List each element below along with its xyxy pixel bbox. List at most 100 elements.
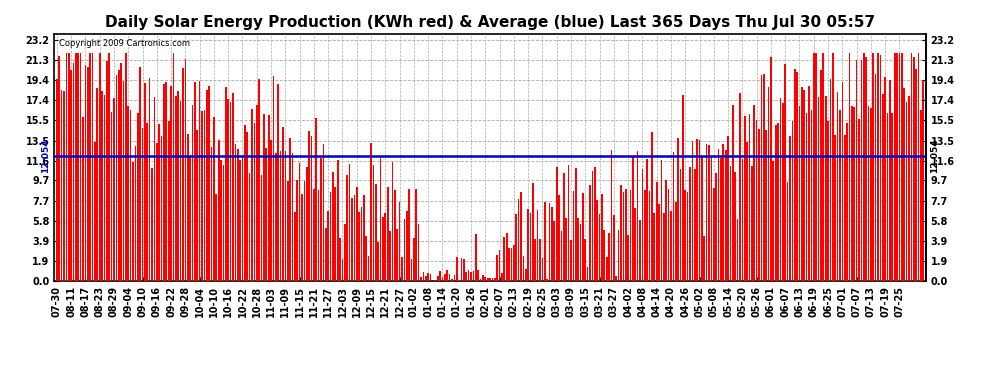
Bar (916, 69, 917, 281)
Bar (163, 84, 164, 281)
Bar (760, 75, 762, 281)
Bar (501, 273, 503, 281)
Bar (446, 270, 448, 281)
Bar (156, 142, 157, 281)
Bar (540, 239, 541, 281)
Bar (516, 214, 517, 281)
Bar (694, 169, 696, 281)
Bar (370, 143, 372, 281)
Bar (896, 53, 898, 281)
Bar (706, 144, 708, 281)
Bar (651, 132, 652, 281)
Bar (356, 188, 357, 281)
Bar (551, 207, 552, 281)
Bar (394, 190, 396, 281)
Bar (460, 258, 462, 281)
Bar (855, 60, 857, 281)
Bar (311, 136, 313, 281)
Bar (177, 92, 179, 281)
Bar (737, 219, 739, 281)
Bar (465, 272, 467, 281)
Bar (763, 74, 764, 281)
Bar (746, 142, 748, 281)
Bar (496, 255, 498, 281)
Bar (704, 236, 705, 281)
Bar (904, 88, 905, 281)
Bar (513, 245, 515, 281)
Bar (365, 236, 367, 281)
Bar (730, 166, 732, 281)
Bar (87, 66, 89, 281)
Bar (642, 169, 644, 281)
Bar (260, 174, 262, 281)
Bar (625, 189, 627, 281)
Bar (468, 270, 469, 281)
Bar (613, 216, 615, 281)
Bar (272, 76, 274, 281)
Bar (448, 274, 450, 281)
Bar (477, 270, 479, 281)
Bar (435, 280, 437, 281)
Bar (894, 53, 896, 281)
Bar (375, 184, 376, 281)
Bar (575, 168, 576, 281)
Bar (599, 214, 600, 281)
Bar (830, 79, 832, 281)
Bar (860, 60, 862, 281)
Bar (782, 103, 784, 281)
Bar (418, 224, 420, 281)
Bar (416, 189, 417, 281)
Bar (328, 211, 329, 281)
Bar (920, 110, 922, 281)
Bar (692, 141, 693, 281)
Bar (60, 90, 62, 281)
Bar (882, 94, 884, 281)
Bar (518, 199, 520, 281)
Bar (530, 213, 532, 281)
Bar (189, 156, 191, 281)
Bar (537, 210, 539, 281)
Bar (296, 180, 298, 281)
Bar (601, 194, 603, 281)
Bar (408, 189, 410, 281)
Bar (423, 272, 425, 281)
Bar (206, 90, 208, 281)
Bar (396, 229, 398, 281)
Bar (884, 77, 886, 281)
Bar (437, 276, 439, 281)
Bar (99, 53, 101, 281)
Bar (528, 209, 529, 281)
Bar (640, 220, 641, 281)
Bar (484, 278, 486, 281)
Text: 12.054: 12.054 (42, 139, 50, 173)
Bar (813, 53, 815, 281)
Bar (558, 195, 560, 281)
Bar (442, 278, 444, 281)
Bar (351, 198, 352, 281)
Bar (851, 106, 852, 281)
Bar (711, 156, 712, 281)
Bar (399, 202, 400, 281)
Bar (268, 115, 269, 281)
Bar (865, 57, 867, 281)
Bar (348, 164, 350, 281)
Bar (494, 278, 496, 281)
Bar (740, 93, 741, 281)
Bar (804, 90, 805, 281)
Bar (918, 53, 920, 281)
Bar (832, 53, 834, 281)
Bar (323, 144, 325, 281)
Bar (235, 144, 237, 281)
Bar (337, 160, 339, 281)
Bar (472, 271, 474, 281)
Bar (848, 53, 850, 281)
Bar (811, 110, 812, 281)
Bar (684, 190, 686, 281)
Bar (106, 61, 108, 281)
Bar (699, 140, 700, 281)
Bar (444, 274, 446, 281)
Bar (580, 224, 581, 281)
Bar (663, 213, 664, 281)
Bar (220, 160, 222, 281)
Bar (308, 131, 310, 281)
